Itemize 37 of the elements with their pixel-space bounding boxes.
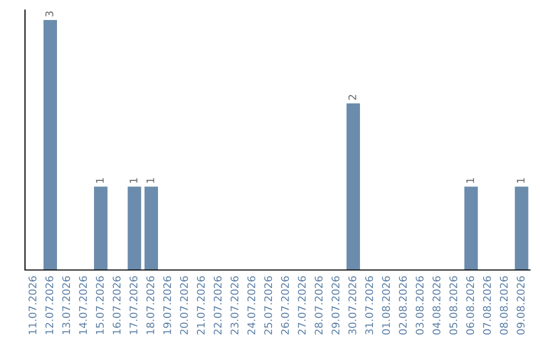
x-tick-label: 30.07.2026 [348,276,356,334]
x-tick-label: 22.07.2026 [214,276,222,334]
x-tick-label: 13.07.2026 [62,276,70,334]
x-tick-label: 20.07.2026 [180,276,188,334]
data-label: 1 [466,178,474,183]
x-tick-label: 08.08.2026 [500,276,508,335]
x-tick-label: 06.08.2026 [466,276,474,335]
x-tick-label: 25.07.2026 [264,276,272,334]
x-tick-label: 27.07.2026 [298,276,306,334]
data-label: 1 [130,178,138,183]
x-tick-label: 14.07.2026 [79,276,87,334]
x-tick-label: 12.07.2026 [45,276,54,334]
x-tick-label: 02.08.2026 [398,276,407,335]
data-label: 1 [516,178,524,183]
x-tick-label: 31.07.2026 [365,276,374,334]
x-tick-label: 03.08.2026 [416,276,424,335]
x-tick-label: 29.07.2026 [332,276,340,334]
x-tick-label: 07.08.2026 [483,276,491,335]
data-label: 1 [146,178,154,183]
x-tick-label: 28.07.2026 [314,276,323,334]
x-tick-label: 26.07.2026 [281,276,289,334]
x-tick-label: 21.07.2026 [196,276,205,334]
x-tick-label: 01.08.2026 [382,276,390,335]
x-tick-label: 17.07.2026 [130,276,138,334]
x-tick-label: 16.07.2026 [112,276,121,334]
x-tick-label: 24.07.2026 [247,276,256,334]
x-tick-label: 15.07.2026 [96,276,104,334]
x-tick-label: 19.07.2026 [163,276,172,334]
x-tick-label: 23.07.2026 [230,276,238,334]
x-tick-label: 04.08.2026 [432,276,440,335]
data-label: 1 [96,178,104,183]
data-label: 2 [348,94,356,100]
data-label: 3 [45,11,54,16]
x-tick-label: 09.08.2026 [516,276,525,335]
x-tick-label: 05.08.2026 [449,276,458,335]
x-tick-label: 18.07.2026 [146,276,154,334]
x-tick-label: 11.07.2026 [28,276,36,334]
